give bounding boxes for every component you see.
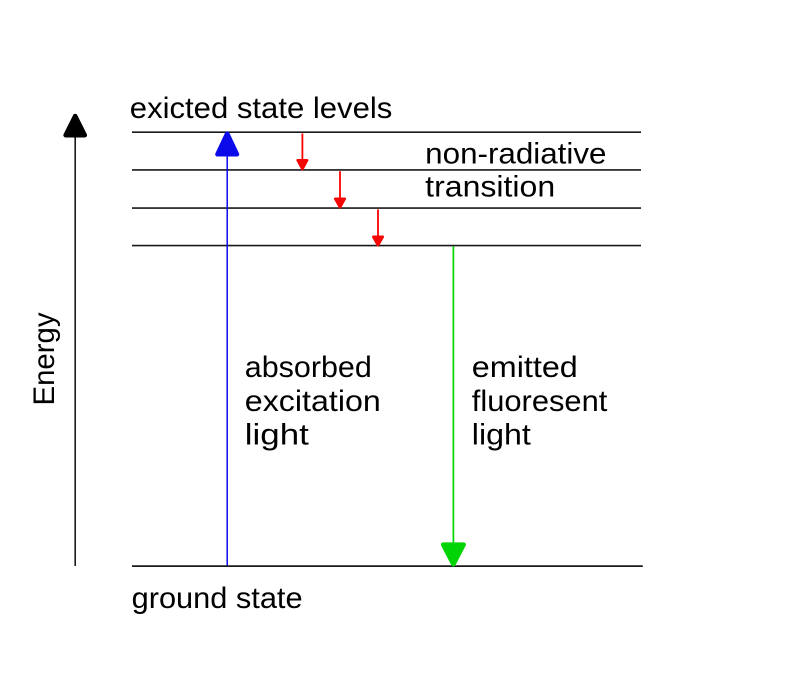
svg-text:fluoresent: fluoresent: [472, 385, 608, 418]
svg-text:transition: transition: [425, 171, 555, 204]
svg-text:exicted state levels: exicted state levels: [130, 92, 393, 125]
svg-text:light: light: [472, 419, 532, 452]
svg-text:ground state: ground state: [132, 582, 303, 615]
svg-text:light: light: [245, 419, 310, 452]
svg-text:non-radiative: non-radiative: [425, 138, 606, 171]
svg-text:excitation: excitation: [245, 385, 381, 418]
svg-text:Energy: Energy: [28, 313, 61, 406]
svg-text:absorbed: absorbed: [245, 351, 372, 384]
svg-text:emitted: emitted: [472, 351, 578, 384]
